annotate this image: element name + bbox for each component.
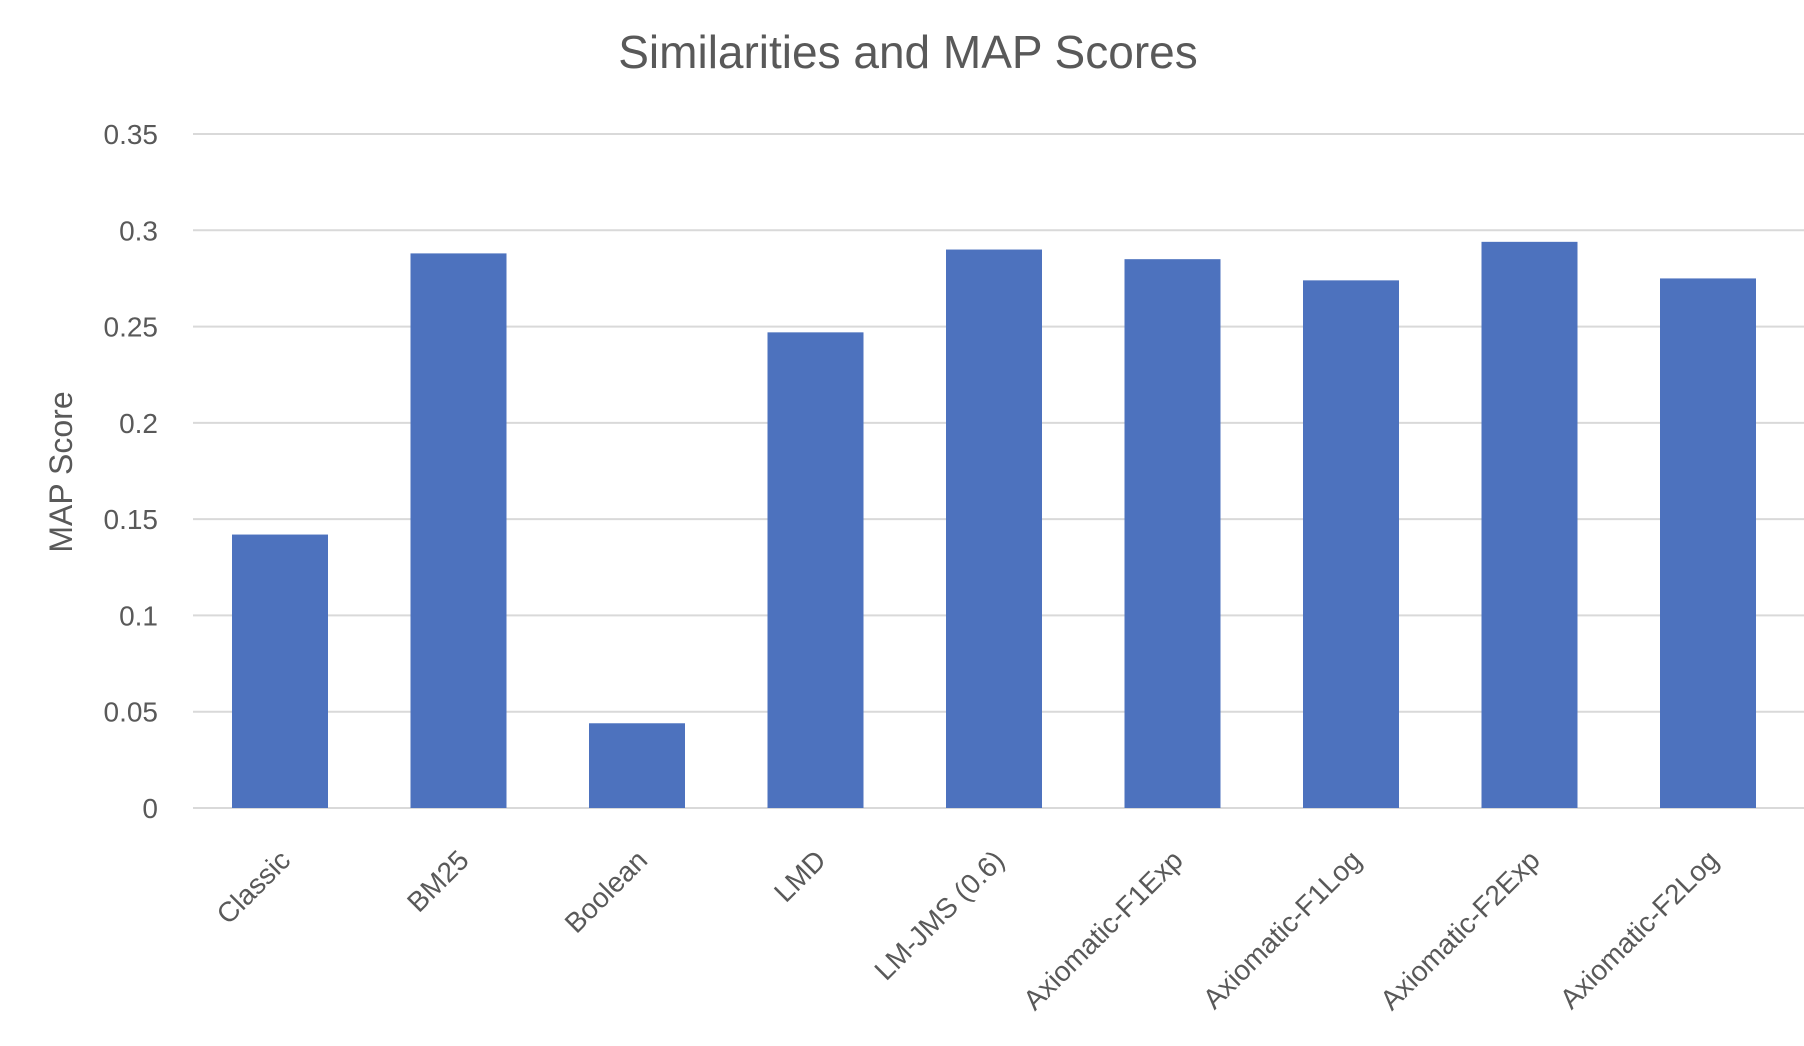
x-tick-label: Axiomatic-F2Log (1554, 844, 1724, 1014)
x-tick-label: Axiomatic-F1Log (1197, 844, 1367, 1014)
x-tick-label: Boolean (559, 844, 654, 939)
bar (1481, 241, 1578, 809)
y-tick-label: 0.05 (104, 697, 159, 728)
x-tick-label: Classic (211, 844, 297, 930)
bar (1660, 278, 1756, 808)
y-tick-label: 0.1 (119, 600, 158, 631)
x-tick-label: LMD (768, 844, 832, 908)
y-tick-label: 0.3 (119, 215, 158, 246)
x-axis-tick-labels: Classic BM25 Boolean LMD LM-JMS (0.6) Axiomat… (211, 844, 1725, 1016)
x-tick-label: LM-JMS (0.6) (868, 844, 1010, 986)
bar (589, 723, 685, 808)
y-axis-tick-labels: 0 0.05 0.1 0.15 0.2 0.25 0.3 0.35 (104, 119, 159, 824)
bar (767, 332, 864, 808)
chart-title: Similarities and MAP Scores (618, 26, 1197, 78)
y-tick-label: 0.15 (104, 504, 159, 535)
x-tick-label: Axiomatic-F2Exp (1374, 844, 1546, 1016)
bar (946, 249, 1042, 809)
y-tick-label: 0.25 (104, 312, 159, 343)
x-tick-label: BM25 (401, 844, 475, 918)
bars (232, 241, 1756, 809)
y-tick-label: 0.35 (104, 119, 159, 150)
x-tick-label: Axiomatic-F1Exp (1017, 844, 1189, 1016)
y-axis-title: MAP Score (43, 391, 79, 552)
bar (410, 253, 507, 808)
bar (1124, 259, 1221, 809)
y-tick-label: 0.2 (119, 408, 158, 439)
y-tick-label: 0 (142, 793, 158, 824)
bar (1303, 280, 1399, 809)
bar (232, 534, 328, 808)
